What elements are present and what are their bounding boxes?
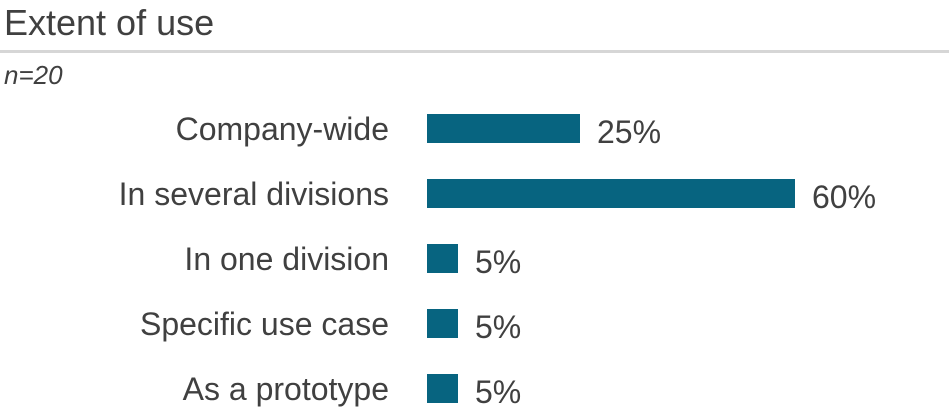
sample-size-note: n=20 — [4, 60, 63, 90]
category-label: In several divisions — [118, 175, 389, 212]
chart-title: Extent of use — [4, 2, 215, 43]
bar-row: As a prototype 5% — [0, 356, 949, 417]
value-label: 25% — [597, 113, 662, 150]
category-label: As a prototype — [182, 370, 389, 407]
value-label: 5% — [475, 308, 522, 345]
bar — [427, 244, 458, 273]
bar — [427, 309, 458, 338]
category-label: In one division — [184, 240, 389, 277]
bar-row: In several divisions 60% — [0, 161, 949, 226]
title-divider — [0, 50, 949, 53]
bar-row: Company-wide 25% — [0, 96, 949, 161]
value-label: 60% — [812, 178, 877, 215]
bar-row: In one division 5% — [0, 226, 949, 291]
bar-row: Specific use case 5% — [0, 291, 949, 356]
category-label: Company-wide — [175, 110, 389, 147]
value-label: 5% — [475, 373, 522, 410]
value-label: 5% — [475, 243, 522, 280]
bar — [427, 114, 580, 143]
bar — [427, 179, 795, 208]
bar — [427, 374, 458, 403]
category-label: Specific use case — [139, 305, 389, 342]
bar-chart-rows: Company-wide 25% In several divisions 60… — [0, 96, 949, 417]
